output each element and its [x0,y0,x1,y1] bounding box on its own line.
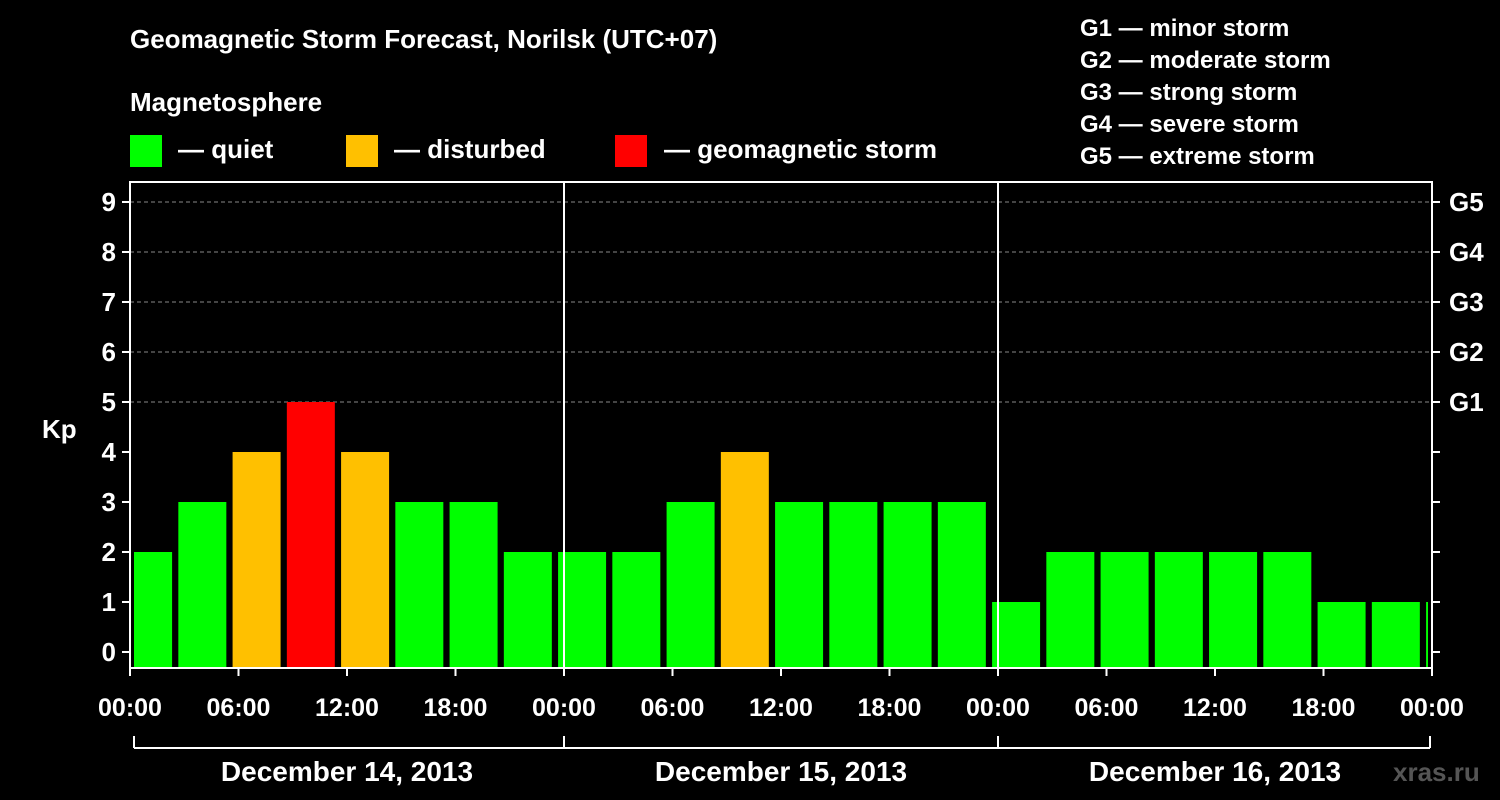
legend-swatch-quiet [130,135,162,167]
bar [134,552,173,668]
y-tick-label: 7 [102,287,116,317]
bar [558,552,607,668]
day-label: December 16, 2013 [1089,756,1341,787]
bar [1100,552,1149,668]
g-scale-g2: G2 — moderate storm [1080,47,1331,74]
y-tick-label: 9 [102,187,116,217]
y-axis-label: Kp [42,414,77,444]
legend-label-quiet: — quiet [178,134,274,164]
x-tick-label: 00:00 [532,694,596,722]
bar [1263,552,1312,668]
x-tick-label: 00:00 [1400,694,1464,722]
bar [775,502,824,668]
g-scale-g5: G5 — extreme storm [1080,143,1315,170]
day-label: December 15, 2013 [655,756,907,787]
g-scale-g3: G3 — strong storm [1080,79,1298,106]
g-tick-label: G5 [1449,187,1484,217]
legend-swatch-disturbed [346,135,378,167]
legend-label-disturbed: — disturbed [394,134,546,164]
g-tick-label: G1 [1449,387,1484,417]
bar [1046,552,1095,668]
y-tick-label: 0 [102,637,116,667]
x-tick-label: 06:00 [641,694,705,722]
x-tick-label: 12:00 [749,694,813,722]
y-tick-label: 1 [102,587,116,617]
bar [503,552,552,668]
x-tick-label: 00:00 [98,694,162,722]
bar [720,452,769,668]
bar [612,552,661,668]
legend-swatch-storm [615,135,647,167]
x-tick-label: 18:00 [424,694,488,722]
y-tick-label: 3 [102,487,116,517]
x-tick-label: 18:00 [858,694,922,722]
g-scale-g4: G4 — severe storm [1080,111,1299,138]
chart-title: Geomagnetic Storm Forecast, Norilsk (UTC… [130,24,718,54]
legend-heading: Magnetosphere [130,87,323,117]
g-scale-g1: G1 — minor storm [1080,15,1290,42]
x-tick-label: 12:00 [315,694,379,722]
x-tick-label: 18:00 [1292,694,1356,722]
g-tick-label: G3 [1449,287,1484,317]
bar [992,602,1041,668]
bar [286,402,335,668]
bar [1317,602,1366,668]
g-tick-label: G2 [1449,337,1484,367]
g-tick-label: G4 [1449,237,1484,267]
bar [666,502,715,668]
y-tick-label: 6 [102,337,116,367]
bar [1154,552,1203,668]
x-tick-label: 06:00 [207,694,271,722]
x-tick-label: 06:00 [1075,694,1139,722]
y-tick-label: 4 [102,437,117,467]
bar [449,502,498,668]
bar [1209,552,1258,668]
x-tick-label: 12:00 [1183,694,1247,722]
bar [1371,602,1420,668]
bar [1426,602,1428,668]
bar [883,502,932,668]
watermark: xras.ru [1393,757,1480,787]
bar [937,502,986,668]
y-tick-label: 5 [102,387,116,417]
day-label: December 14, 2013 [221,756,473,787]
bar [395,502,444,668]
y-tick-label: 8 [102,237,116,267]
bar [829,502,878,668]
bar [341,452,390,668]
bar [232,452,281,668]
y-tick-label: 2 [102,537,116,567]
legend-label-storm: — geomagnetic storm [664,134,938,164]
bar [178,502,227,668]
x-tick-label: 00:00 [966,694,1030,722]
